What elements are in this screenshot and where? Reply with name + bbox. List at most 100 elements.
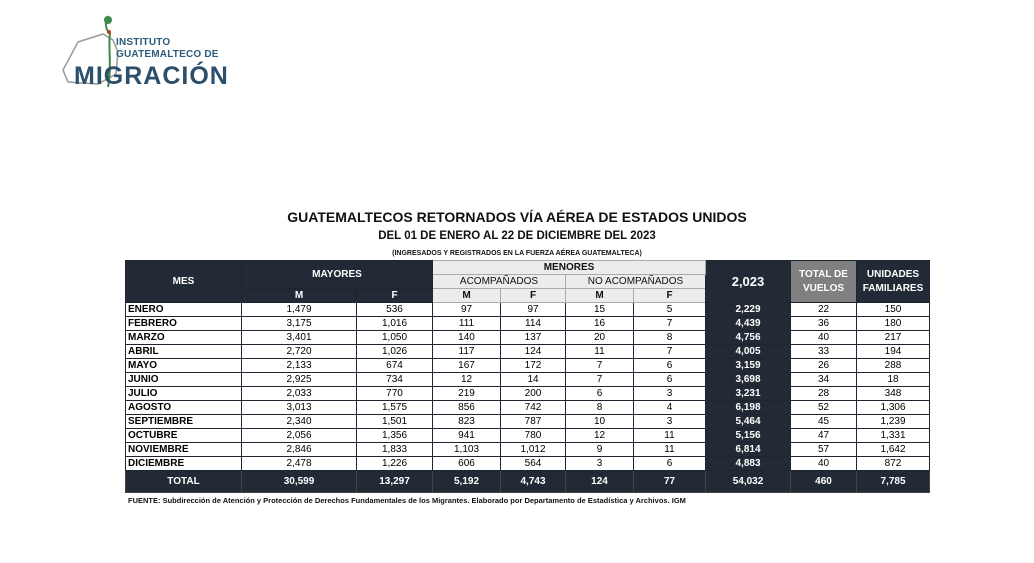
table-row: AGOSTO 3,013 1,575 856 742 8 4 6,198 52 1,306 — [125, 400, 930, 415]
table-cell: 150 — [856, 302, 930, 317]
header-acompanados: ACOMPAÑADOS — [432, 274, 566, 289]
table-cell: 34 — [790, 372, 857, 387]
header-acomp-f: F — [500, 288, 566, 303]
table-row: FEBRERO 3,175 1,016 111 114 16 7 4,439 36 180 — [125, 316, 930, 331]
table-cell: 5 — [633, 302, 706, 317]
table-cell: 1,642 — [856, 442, 930, 457]
table-cell: 2,925 — [241, 372, 357, 387]
table-cell: 137 — [500, 330, 566, 345]
header-noacomp-f: F — [633, 288, 706, 303]
table-cell: 36 — [790, 316, 857, 331]
table-row: MAYO 2,133 674 167 172 7 6 3,159 26 288 — [125, 358, 930, 373]
table-cell: 167 — [432, 358, 501, 373]
header-year: 2,023 — [705, 260, 791, 303]
table-cell: 3,159 — [705, 358, 791, 373]
table-cell: SEPTIEMBRE — [125, 414, 242, 429]
table-cell: 674 — [356, 358, 433, 373]
table-cell: 14 — [500, 372, 566, 387]
table-cell: 3,013 — [241, 400, 357, 415]
table-cell: 4,439 — [705, 316, 791, 331]
table-cell: 217 — [856, 330, 930, 345]
table-cell: 2,133 — [241, 358, 357, 373]
returnees-table: MES MAYORES MENORES 2,023 TOTAL DE VUELO… — [125, 260, 930, 493]
table-row: JULIO 2,033 770 219 200 6 3 3,231 28 348 — [125, 386, 930, 401]
table-cell: 734 — [356, 372, 433, 387]
table-row: DICIEMBRE 2,478 1,226 606 564 3 6 4,883 40 872 — [125, 456, 930, 471]
table-cell: 1,239 — [856, 414, 930, 429]
table-cell: 5,464 — [705, 414, 791, 429]
table-cell: 22 — [790, 302, 857, 317]
table-cell: 2,846 — [241, 442, 357, 457]
table-cell: 57 — [790, 442, 857, 457]
table-cell: 8 — [633, 330, 706, 345]
table-cell: 15 — [565, 302, 634, 317]
header-mayores: MAYORES — [241, 260, 433, 289]
table-cell: 6 — [565, 386, 634, 401]
table-cell: 180 — [856, 316, 930, 331]
table-cell: 16 — [565, 316, 634, 331]
table-cell: 1,331 — [856, 428, 930, 443]
table-cell: 1,026 — [356, 344, 433, 359]
table-row: SEPTIEMBRE 2,340 1,501 823 787 10 3 5,464 45 1,23… — [125, 414, 930, 429]
report-subtitle: DEL 01 DE ENERO AL 22 DE DICIEMBRE DEL 2… — [378, 230, 656, 242]
table-cell: 7 — [565, 358, 634, 373]
table-cell: 3,231 — [705, 386, 791, 401]
table-cell: 7 — [633, 316, 706, 331]
table-cell: 124 — [500, 344, 566, 359]
table-cell: 40 — [790, 456, 857, 471]
table-cell: 1,356 — [356, 428, 433, 443]
header-unidades: UNIDADES FAMILIARES — [856, 260, 930, 303]
table-cell: 7 — [633, 344, 706, 359]
header-no-acompanados: NO ACOMPAÑADOS — [565, 274, 706, 289]
table-cell: 11 — [565, 344, 634, 359]
table-cell: 6,814 — [705, 442, 791, 457]
header-vuelos: TOTAL DE VUELOS — [790, 260, 857, 303]
table-cell: 3,698 — [705, 372, 791, 387]
table-cell: 97 — [432, 302, 501, 317]
header-acomp-m: M — [432, 288, 501, 303]
total-cell: 13,297 — [356, 470, 433, 493]
total-cell: 4,743 — [500, 470, 566, 493]
table-cell: 33 — [790, 344, 857, 359]
table-cell: 1,103 — [432, 442, 501, 457]
table-row: JUNIO 2,925 734 12 14 7 6 3,698 34 18 — [125, 372, 930, 387]
table-cell: 200 — [500, 386, 566, 401]
guatemala-map-quetzal-icon — [62, 15, 119, 88]
table-cell: 2,720 — [241, 344, 357, 359]
table-cell: 742 — [500, 400, 566, 415]
table-cell: 3 — [565, 456, 634, 471]
total-cell: 124 — [565, 470, 634, 493]
table-cell: 1,016 — [356, 316, 433, 331]
table-cell: 20 — [565, 330, 634, 345]
table-cell: 3 — [633, 386, 706, 401]
table-cell: 4,005 — [705, 344, 791, 359]
table-cell: 8 — [565, 400, 634, 415]
header-mayores-m: M — [241, 288, 357, 303]
table-cell: FEBRERO — [125, 316, 242, 331]
table-cell: AGOSTO — [125, 400, 242, 415]
table-cell: MAYO — [125, 358, 242, 373]
table-cell: 140 — [432, 330, 501, 345]
table-cell: 941 — [432, 428, 501, 443]
table-cell: 52 — [790, 400, 857, 415]
total-cell: 54,032 — [705, 470, 791, 493]
table-cell: 5,156 — [705, 428, 791, 443]
table-cell: 606 — [432, 456, 501, 471]
table-cell: 787 — [500, 414, 566, 429]
table-cell: 536 — [356, 302, 433, 317]
table-cell: 3,175 — [241, 316, 357, 331]
table-cell: 6,198 — [705, 400, 791, 415]
table-cell: 288 — [856, 358, 930, 373]
table-cell: 4 — [633, 400, 706, 415]
table-cell: 1,012 — [500, 442, 566, 457]
source-note: FUENTE: Subdirección de Atención y Prote… — [128, 496, 686, 505]
table-cell: OCTUBRE — [125, 428, 242, 443]
table-cell: 9 — [565, 442, 634, 457]
logo-line1: INSTITUTO — [116, 37, 171, 48]
table-cell: 47 — [790, 428, 857, 443]
table-cell: 219 — [432, 386, 501, 401]
table-cell: 3 — [633, 414, 706, 429]
table-cell: 194 — [856, 344, 930, 359]
total-row: TOTAL 30,599 13,297 5,192 4,743 124 77 54,032 46… — [125, 470, 930, 493]
table-cell: 4,883 — [705, 456, 791, 471]
